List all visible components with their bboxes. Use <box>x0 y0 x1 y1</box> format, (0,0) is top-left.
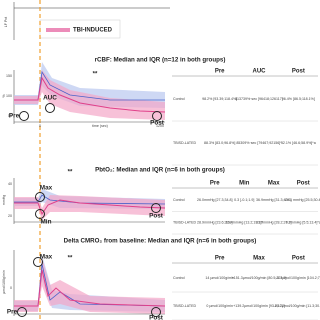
y-tick-label: 50 <box>8 114 12 118</box>
marker <box>152 111 162 121</box>
table-header: AUC <box>253 69 267 75</box>
marker <box>33 257 43 267</box>
legend-label: TBI-INDUCED <box>73 28 113 34</box>
control-band <box>14 62 165 108</box>
tbi-curve <box>14 269 166 307</box>
panel-title: rCBF: Median and IQR (n=12 in both group… <box>95 57 226 64</box>
marker <box>35 192 45 202</box>
significance: ** <box>68 256 73 262</box>
panel: Delta CMRO₂ from baseline: Median and IQ… <box>2 238 320 320</box>
marker-label: AUC <box>43 95 57 102</box>
y-tick-label: 40 <box>8 182 12 186</box>
table-cell: 98.2% [93.39;118.4%] <box>202 97 237 101</box>
marker <box>151 203 161 213</box>
table-row-label: TBISD-LATED <box>173 141 197 145</box>
table-header: Pre <box>215 69 225 75</box>
marker-label: Max <box>40 185 53 192</box>
marker-label: Post <box>149 213 164 220</box>
table-header: Max <box>253 256 265 262</box>
table-cell: 88.3% [83.0;96.8%] <box>204 141 235 145</box>
table-cell: +139.2µmol/100g/min [93.8;177] <box>233 304 285 308</box>
marker-label: Max <box>40 254 53 261</box>
table-cell: 31.9mmHg [28.2;37.2] <box>256 221 292 225</box>
marker <box>151 307 161 317</box>
marker-label: Pre <box>9 113 20 120</box>
table-cell: 85309%·sec [79467;92156]* <box>236 141 282 145</box>
table-row-label: Control <box>173 198 185 202</box>
table-row-label: Control <box>173 276 185 280</box>
table-cell: +151.3µmol/100g/min [80.5;224.9] <box>232 276 287 280</box>
table-header: Post <box>292 69 305 75</box>
panel-title: Delta CMRO₂ from baseline: Median and IQ… <box>64 238 257 245</box>
tbi-band <box>14 258 165 314</box>
marker-label: Post <box>150 120 165 127</box>
y-axis-label: % <box>2 94 6 98</box>
table-row-label: TBISD-LATED <box>173 304 197 308</box>
table-cell: -70.3µmol/100g/min [11.3;30.1] <box>274 304 320 308</box>
panel: PbtO₂: Median and IQR (n=6 in both group… <box>2 167 320 235</box>
tbi-band <box>14 195 165 220</box>
table-header: Max <box>268 181 280 187</box>
table-cell: 52.1% [46.6;58.9%]*a <box>281 141 316 145</box>
y-tick-label: 0 <box>10 286 12 290</box>
y-tick-label: 20 <box>8 214 12 218</box>
marker-label: Min <box>40 219 51 226</box>
x-tick-label: 0 <box>39 124 41 128</box>
tbi-curve <box>14 199 166 216</box>
panel-title: PbtO₂: Median and IQR (n=6 in both group… <box>95 167 225 174</box>
table-header: Post <box>297 181 310 187</box>
table-cell: 9.0mmHg [5.5;13.4]*a <box>286 221 320 225</box>
table-row-label: Control <box>173 97 185 101</box>
y-axis-label: mmHg <box>2 195 6 206</box>
y-tick-label: 100 <box>6 94 12 98</box>
tbi-curve <box>14 76 166 113</box>
marker <box>35 209 45 219</box>
table-cell: -5.7µmol/100g/min [104.2;7] <box>276 276 320 280</box>
tbi-band <box>14 70 165 120</box>
table-header: Min <box>239 181 250 187</box>
table-cell: 113739%·sec [96418;126117] <box>235 97 282 101</box>
table-cell: 26.0mmHg [27.3;34.8] <box>197 198 233 202</box>
x-tick-label: 1200 <box>156 124 164 128</box>
table-header: Post <box>292 256 305 262</box>
table-row-label: TBISD-LATED <box>173 221 197 225</box>
y-axis-label: µmol/100g/min <box>2 270 6 294</box>
significance: ** <box>68 170 73 176</box>
marker-label: Post <box>149 315 164 320</box>
table-cell: 28.1 mmHg [25.5;30.4] <box>285 198 320 202</box>
marker <box>17 307 27 317</box>
table-header: Pre <box>215 256 225 262</box>
table-cell: 0 µmol/100g/min <box>206 304 233 308</box>
table-cell: 16.4mmHg [13.2;19.3]* <box>226 221 264 225</box>
marker <box>45 103 55 113</box>
top-axis-label: LF Pct <box>4 17 8 27</box>
panel: rCBF: Median and IQR (n=12 in both group… <box>2 57 318 166</box>
table-header: Pre <box>210 181 220 187</box>
control-curve <box>14 194 166 205</box>
marker-label: Pre <box>7 309 18 316</box>
marker <box>19 111 29 121</box>
y-tick-label: 150 <box>6 74 12 78</box>
significance: ** <box>93 72 98 78</box>
table-cell: 28.9mmHg [23.6;32.8] <box>197 221 233 225</box>
table-cell: 36.9mmHg [31.3;40.6] <box>256 198 292 202</box>
table-cell: 96.4% [86.5;118.1%] <box>282 97 315 101</box>
x-axis-label: time (sec) <box>92 124 108 128</box>
table-cell: 0.3 [-0.1;1.9] <box>234 198 254 202</box>
table-cell: 14 µmol/100g/min <box>205 276 234 280</box>
top-strip: LF Pct TBI-INDUCED <box>4 2 170 40</box>
